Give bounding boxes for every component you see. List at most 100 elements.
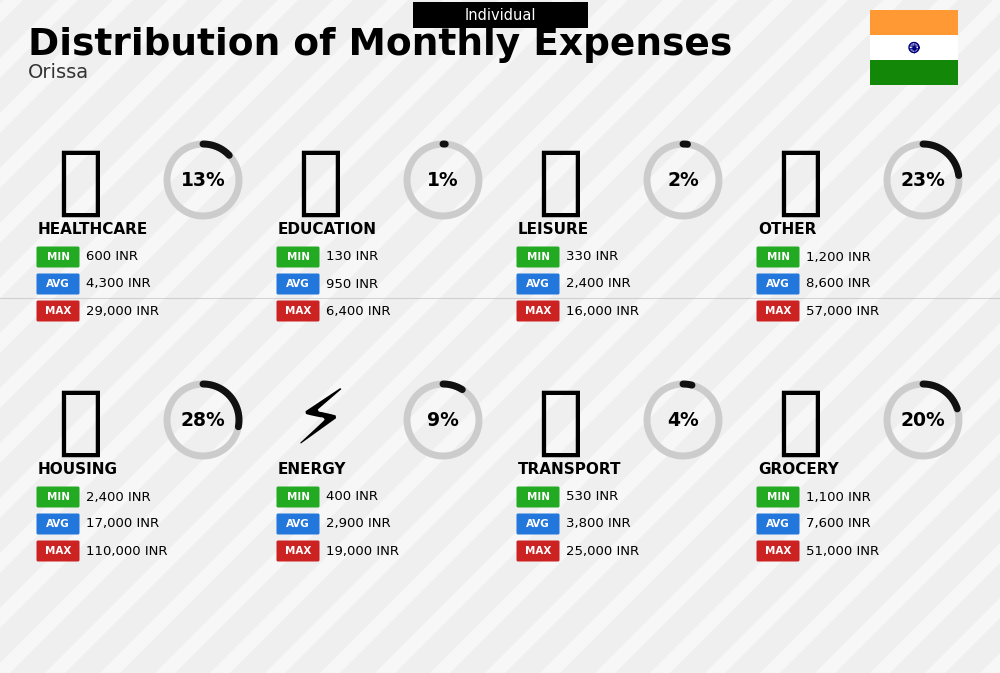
Text: 🎓: 🎓: [297, 146, 343, 220]
Text: 2,900 INR: 2,900 INR: [326, 518, 391, 530]
Text: AVG: AVG: [766, 279, 790, 289]
Text: MIN: MIN: [46, 492, 70, 502]
Text: 530 INR: 530 INR: [566, 491, 618, 503]
FancyBboxPatch shape: [276, 513, 320, 534]
FancyBboxPatch shape: [870, 60, 958, 85]
FancyBboxPatch shape: [516, 273, 560, 295]
Text: 13%: 13%: [181, 170, 225, 190]
Text: 9%: 9%: [427, 411, 459, 429]
Text: AVG: AVG: [766, 519, 790, 529]
FancyBboxPatch shape: [276, 273, 320, 295]
Text: 2,400 INR: 2,400 INR: [566, 277, 631, 291]
Text: 🚌: 🚌: [537, 386, 583, 460]
Text: 6,400 INR: 6,400 INR: [326, 304, 390, 318]
FancyBboxPatch shape: [36, 487, 80, 507]
Text: 130 INR: 130 INR: [326, 250, 378, 264]
FancyBboxPatch shape: [516, 487, 560, 507]
Text: 110,000 INR: 110,000 INR: [86, 544, 168, 557]
FancyBboxPatch shape: [36, 513, 80, 534]
Text: Distribution of Monthly Expenses: Distribution of Monthly Expenses: [28, 27, 732, 63]
FancyBboxPatch shape: [516, 540, 560, 561]
FancyBboxPatch shape: [36, 301, 80, 322]
FancyBboxPatch shape: [516, 246, 560, 267]
Text: MIN: MIN: [526, 492, 550, 502]
Text: 🩺: 🩺: [57, 146, 103, 220]
Text: OTHER: OTHER: [758, 223, 816, 238]
Text: MAX: MAX: [765, 306, 791, 316]
Text: 17,000 INR: 17,000 INR: [86, 518, 159, 530]
Text: 1,100 INR: 1,100 INR: [806, 491, 871, 503]
Text: 600 INR: 600 INR: [86, 250, 138, 264]
FancyBboxPatch shape: [276, 301, 320, 322]
Text: ⚡: ⚡: [293, 386, 347, 460]
Text: MIN: MIN: [526, 252, 550, 262]
Text: MIN: MIN: [767, 252, 790, 262]
Text: 🛍: 🛍: [537, 146, 583, 220]
Text: 7,600 INR: 7,600 INR: [806, 518, 871, 530]
Text: 8,600 INR: 8,600 INR: [806, 277, 870, 291]
Text: HEALTHCARE: HEALTHCARE: [38, 223, 148, 238]
Text: MAX: MAX: [525, 546, 551, 556]
FancyBboxPatch shape: [870, 10, 958, 35]
Text: EDUCATION: EDUCATION: [278, 223, 377, 238]
Text: 🏙: 🏙: [57, 386, 103, 460]
Text: 1,200 INR: 1,200 INR: [806, 250, 871, 264]
Text: 57,000 INR: 57,000 INR: [806, 304, 879, 318]
Text: Orissa: Orissa: [28, 63, 89, 83]
Text: 4,300 INR: 4,300 INR: [86, 277, 151, 291]
FancyBboxPatch shape: [276, 487, 320, 507]
Text: AVG: AVG: [526, 519, 550, 529]
Text: MIN: MIN: [287, 492, 310, 502]
FancyBboxPatch shape: [276, 540, 320, 561]
Text: MAX: MAX: [525, 306, 551, 316]
Text: MIN: MIN: [287, 252, 310, 262]
FancyBboxPatch shape: [276, 246, 320, 267]
Text: 👜: 👜: [777, 146, 823, 220]
Text: TRANSPORT: TRANSPORT: [518, 462, 622, 478]
Text: AVG: AVG: [526, 279, 550, 289]
FancyBboxPatch shape: [757, 301, 800, 322]
Text: 25,000 INR: 25,000 INR: [566, 544, 639, 557]
FancyBboxPatch shape: [870, 35, 958, 60]
FancyBboxPatch shape: [757, 273, 800, 295]
Text: 2%: 2%: [667, 170, 699, 190]
Text: MAX: MAX: [45, 546, 71, 556]
Text: 51,000 INR: 51,000 INR: [806, 544, 879, 557]
FancyBboxPatch shape: [36, 246, 80, 267]
Text: AVG: AVG: [46, 519, 70, 529]
Text: Individual: Individual: [464, 7, 536, 22]
Text: 🛒: 🛒: [777, 386, 823, 460]
FancyBboxPatch shape: [757, 513, 800, 534]
FancyBboxPatch shape: [36, 540, 80, 561]
Text: 1%: 1%: [427, 170, 459, 190]
FancyBboxPatch shape: [757, 246, 800, 267]
Text: MAX: MAX: [285, 546, 311, 556]
Text: 950 INR: 950 INR: [326, 277, 378, 291]
Text: 330 INR: 330 INR: [566, 250, 618, 264]
Text: MAX: MAX: [285, 306, 311, 316]
Text: 2,400 INR: 2,400 INR: [86, 491, 151, 503]
Text: 16,000 INR: 16,000 INR: [566, 304, 639, 318]
Text: ENERGY: ENERGY: [278, 462, 347, 478]
Text: 23%: 23%: [901, 170, 945, 190]
Text: MIN: MIN: [767, 492, 790, 502]
FancyBboxPatch shape: [516, 301, 560, 322]
Text: MAX: MAX: [765, 546, 791, 556]
FancyBboxPatch shape: [516, 513, 560, 534]
Text: 4%: 4%: [667, 411, 699, 429]
Text: LEISURE: LEISURE: [518, 223, 589, 238]
Text: HOUSING: HOUSING: [38, 462, 118, 478]
Text: 28%: 28%: [181, 411, 225, 429]
Text: GROCERY: GROCERY: [758, 462, 839, 478]
Text: 29,000 INR: 29,000 INR: [86, 304, 159, 318]
FancyBboxPatch shape: [36, 273, 80, 295]
Text: MAX: MAX: [45, 306, 71, 316]
Text: 400 INR: 400 INR: [326, 491, 378, 503]
Text: 19,000 INR: 19,000 INR: [326, 544, 399, 557]
FancyBboxPatch shape: [413, 2, 588, 28]
FancyBboxPatch shape: [757, 487, 800, 507]
Text: 3,800 INR: 3,800 INR: [566, 518, 631, 530]
FancyBboxPatch shape: [757, 540, 800, 561]
Text: AVG: AVG: [46, 279, 70, 289]
Text: 20%: 20%: [901, 411, 945, 429]
